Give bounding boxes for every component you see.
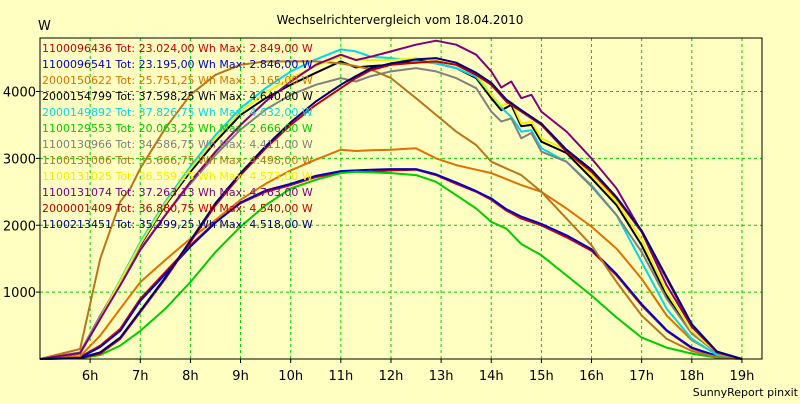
y-tick-label: 4000 — [3, 86, 36, 101]
x-tick-label: 16h — [579, 369, 604, 384]
legend-entry-1100096541: 1100096541 Tot: 23.195,00 Wh Max: 2.846,… — [42, 58, 313, 71]
grid — [40, 38, 762, 359]
legend-entry-1100129553: 1100129553 Tot: 20.063,25 Wh Max: 2.666,… — [42, 122, 313, 135]
legend-entry-1100131025: 1100131025 Tot: 36.559,25 Wh Max: 4.573,… — [42, 170, 313, 183]
legend-entry-1100096436: 1100096436 Tot: 23.024,00 Wh Max: 2.849,… — [42, 42, 313, 55]
x-tick-label: 9h — [232, 369, 249, 384]
x-tick-label: 14h — [479, 369, 504, 384]
plot-frame — [39, 37, 763, 360]
legend: 1100096436 Tot: 23.024,00 Wh Max: 2.849,… — [42, 42, 313, 231]
y-axis-label: W — [38, 19, 51, 34]
x-tick-label: 6h — [82, 369, 99, 384]
footer-credit: SunnyReport pinxit — [693, 386, 799, 399]
legend-entry-2000154799: 2000154799 Tot: 37.598,25 Wh Max: 4.640,… — [42, 90, 313, 103]
x-tick-label: 11h — [328, 369, 353, 384]
y-tick-label: 3000 — [3, 152, 36, 167]
x-tick-label: 18h — [679, 369, 704, 384]
legend-entry-1100131074: 1100131074 Tot: 37.263,13 Wh Max: 4.763,… — [42, 186, 313, 199]
legend-entry-1100131006: 1100131006 Tot: 35.666,75 Wh Max: 4.498,… — [42, 154, 313, 167]
legend-entry-1100213451: 1100213451 Tot: 35.299,25 Wh Max: 4.518,… — [42, 218, 313, 231]
x-tick-label: 7h — [132, 369, 149, 384]
y-tick-label: 1000 — [3, 286, 36, 301]
x-tick-label: 13h — [429, 369, 454, 384]
series-line-1100129553 — [39, 170, 742, 360]
series-line-2000150622 — [39, 147, 743, 360]
x-tick-label: 19h — [730, 369, 755, 384]
legend-entry-2000001409: 2000001409 Tot: 36.880,75 Wh Max: 4.540,… — [42, 202, 313, 215]
x-tick-label: 17h — [629, 369, 654, 384]
x-tick-label: 8h — [182, 369, 199, 384]
legend-entry-2000149892: 2000149892 Tot: 37.826,75 Wh Max: 4.632,… — [42, 106, 313, 119]
x-tick-label: 15h — [529, 369, 554, 384]
y-tick-label: 2000 — [3, 219, 36, 234]
series-lines — [39, 39, 743, 360]
series-line-1100213451 — [39, 57, 743, 360]
series-line-1100131006 — [39, 60, 742, 360]
series-line-1100131074 — [39, 39, 743, 360]
x-tick-label: 10h — [278, 369, 303, 384]
chart-title: Wechselrichtervergleich vom 18.04.2010 — [277, 13, 524, 27]
legend-entry-1100130966: 1100130966 Tot: 34.586,75 Wh Max: 4.411,… — [42, 138, 313, 151]
x-tick-label: 12h — [379, 369, 404, 384]
legend-entry-2000150622: 2000150622 Tot: 25.751,25 Wh Max: 3.165,… — [42, 74, 313, 87]
axis-ticks: 6h 7h 8h 9h 10h 11h 12h 13h 14h 15h 16h 17h 18h 19h 10… — [3, 86, 754, 385]
